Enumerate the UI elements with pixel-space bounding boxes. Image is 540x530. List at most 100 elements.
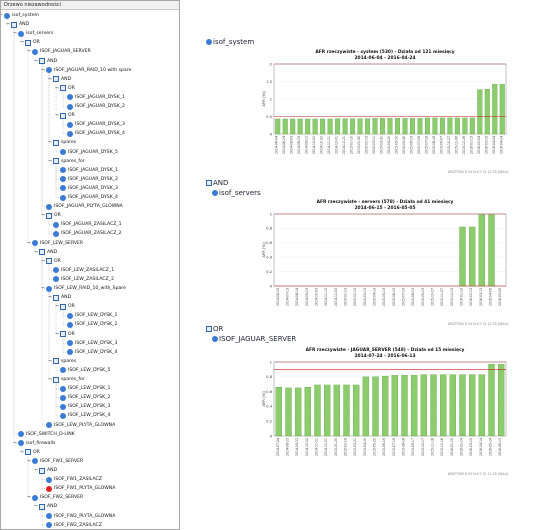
tree-node[interactable]: − AND (1, 75, 179, 84)
tree-node[interactable]: ISOF_LEW_PLYTA_GLOWNA (1, 421, 179, 430)
tree-node[interactable]: ISOF_LEW_DYSK_3 (1, 339, 179, 348)
collapse-toggle[interactable]: − (26, 457, 32, 464)
tree-node[interactable]: ISOF_JAGUAR_DYSK_1 (1, 93, 179, 102)
collapse-toggle[interactable]: − (54, 303, 60, 310)
tree-node[interactable]: − AND (1, 502, 179, 511)
tree-node[interactable]: − AND (1, 57, 179, 66)
tree-node[interactable]: − OR (1, 257, 179, 266)
tree-node[interactable]: − isof_firewalls (1, 439, 179, 448)
tree-node-label: ISOF_LEW_PLYTA_GLOWNA (54, 422, 116, 428)
collapse-toggle[interactable]: − (26, 239, 32, 246)
service-icon (53, 267, 59, 274)
tree-node[interactable]: ISOF_JAGUAR_DYSK_2 (1, 175, 179, 184)
tree-node[interactable]: ISOF_SWITCH_D-LINK (1, 430, 179, 439)
tree-node[interactable]: ISOF_LEW_DYSK_2 (1, 320, 179, 329)
tree-node[interactable]: ISOF_LEW_ZASILACZ_2 (1, 275, 179, 284)
tree-node[interactable]: − ISOF_FW1_SERVER (1, 457, 179, 466)
tree-node[interactable]: − ISOF_LEW_SERVER (1, 239, 179, 248)
tree-node[interactable]: − spares (1, 138, 179, 147)
collapse-toggle[interactable]: − (33, 503, 39, 510)
section-isof-servers[interactable]: isof_servers (212, 189, 261, 197)
tree-node[interactable]: ISOF_FW2_PLYTA_GLOWNA (1, 512, 179, 521)
bar (335, 118, 341, 135)
tree-node[interactable]: − spares_for (1, 375, 179, 384)
tree-node[interactable]: − ISOF_JAGUAR_RAID_10 with spare (1, 66, 179, 75)
collapse-toggle[interactable]: − (40, 66, 46, 73)
collapse-toggle[interactable]: − (12, 439, 18, 446)
tree-node[interactable]: ISOF_JAGUAR_ZASILACZ_2 (1, 229, 179, 238)
section-isof-system[interactable]: isof_system (206, 38, 254, 46)
section-or[interactable]: OR (206, 325, 223, 333)
tree-node[interactable]: − spares (1, 357, 179, 366)
tree-node[interactable]: ISOF_LEW_DYSK_5 (1, 366, 179, 375)
section-and[interactable]: AND (206, 179, 228, 187)
collapse-toggle[interactable]: − (33, 467, 39, 473)
section-jaguar-server[interactable]: ISOF_JAGUAR_SERVER (212, 335, 296, 343)
tree-node[interactable]: − AND (1, 466, 179, 475)
tree-node[interactable]: ISOF_JAGUAR_DYSK_1 (1, 166, 179, 175)
tree-node[interactable]: − AND (1, 248, 179, 257)
tree-node[interactable]: − OR (1, 111, 179, 120)
tree-node-label: ISOF_LEW_DYSK_3 (75, 340, 118, 346)
collapse-toggle[interactable]: − (47, 294, 53, 301)
tree-node[interactable]: − isof_system (1, 11, 179, 20)
tree-node[interactable]: − OR (1, 448, 179, 457)
x-tick-label: 2014-10-22 (320, 136, 324, 154)
tree-node[interactable]: − ISOF_JAGUAR_SERVER (1, 47, 179, 56)
x-tick-label: 2015-04-13 (373, 288, 377, 306)
group-icon (53, 358, 59, 365)
tree-node[interactable]: − spares_for (1, 157, 179, 166)
tree-node[interactable]: ISOF_JAGUAR_DYSK_3 (1, 184, 179, 193)
tree-node[interactable]: ISOF_JAGUAR_DYSK_5 (1, 148, 179, 157)
tree-node[interactable]: ISOF_FW1_PLYTA_GLOWNA (1, 484, 179, 493)
collapse-toggle[interactable]: − (12, 30, 18, 37)
tree-node[interactable]: − OR (1, 330, 179, 339)
tree-node[interactable]: − OR (1, 302, 179, 311)
collapse-toggle[interactable]: − (54, 330, 60, 337)
collapse-toggle[interactable]: − (40, 212, 46, 219)
tree-node[interactable]: ISOF_LEW_DYSK_3 (1, 402, 179, 411)
tree-node[interactable]: ISOF_JAGUAR_PLYTA_GLOWNA (1, 202, 179, 211)
tree-node[interactable]: ISOF_LEW_DYSK_1 (1, 384, 179, 393)
collapse-toggle[interactable]: − (26, 494, 32, 501)
tree-node[interactable]: − ISOF_LEW_RAID_10_with_Spare (1, 284, 179, 293)
tree-node[interactable]: ISOF_FW1_ZASILACZ (1, 475, 179, 484)
tree-node[interactable]: − OR (1, 84, 179, 93)
tree-node[interactable]: ISOF_LEW_DYSK_2 (1, 393, 179, 402)
tree-node[interactable]: ISOF_JAGUAR_DYSK_3 (1, 120, 179, 129)
collapse-toggle[interactable]: − (5, 21, 11, 28)
tree-node[interactable]: ISOF_JAGUAR_DYSK_4 (1, 193, 179, 202)
tree-node[interactable]: ISOF_LEW_DYSK_4 (1, 348, 179, 357)
tree-node[interactable]: ISOF_LEW_DYSK_1 (1, 311, 179, 320)
collapse-toggle[interactable]: − (19, 39, 25, 46)
collapse-toggle[interactable]: − (1, 11, 4, 20)
y-axis-label: AFR [%] (261, 91, 266, 107)
tree-node[interactable]: − AND (1, 293, 179, 302)
collapse-toggle[interactable]: − (47, 376, 53, 382)
tree-node[interactable]: − ISOF_FW2_SERVER (1, 493, 179, 502)
tree-node[interactable]: ISOF_JAGUAR_DYSK_2 (1, 102, 179, 111)
tree-node[interactable]: ISOF_JAGUAR_DYSK_4 (1, 129, 179, 138)
collapse-toggle[interactable]: − (47, 357, 53, 364)
collapse-toggle[interactable]: − (54, 84, 60, 91)
tree-node[interactable]: − OR (1, 38, 179, 47)
tree-node[interactable]: − AND (1, 20, 179, 29)
collapse-toggle[interactable]: − (33, 248, 39, 255)
bar (387, 118, 393, 135)
collapse-toggle[interactable]: − (40, 257, 46, 264)
tree-node[interactable]: ISOF_FW2_ZASILACZ (1, 521, 179, 529)
bar (459, 226, 466, 287)
collapse-toggle[interactable]: − (47, 157, 53, 164)
tree-node[interactable]: − OR (1, 211, 179, 220)
collapse-toggle[interactable]: − (40, 285, 46, 291)
collapse-toggle[interactable]: − (33, 57, 39, 64)
collapse-toggle[interactable]: − (47, 75, 53, 82)
collapse-toggle[interactable]: − (54, 112, 60, 119)
tree-node[interactable]: ISOF_LEW_DYSK_4 (1, 411, 179, 420)
collapse-toggle[interactable]: − (26, 48, 32, 55)
tree-node[interactable]: − isof_servers (1, 29, 179, 38)
collapse-toggle[interactable]: − (47, 139, 53, 146)
collapse-toggle[interactable]: − (19, 448, 25, 455)
tree-node[interactable]: ISOF_LEW_ZASILACZ_1 (1, 266, 179, 275)
tree-node[interactable]: ISOF_JAGUAR_ZASILACZ_1 (1, 220, 179, 229)
